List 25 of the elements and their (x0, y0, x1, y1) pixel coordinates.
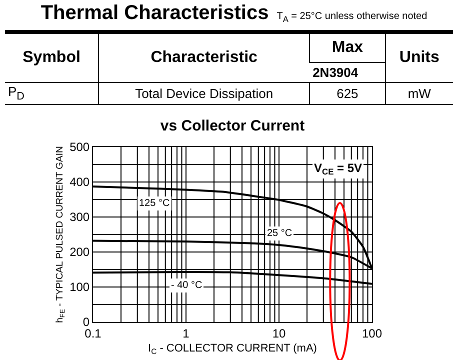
x-tick-label: 100 (362, 326, 382, 340)
annotation: V$_{CE}$ = 5V (314, 161, 362, 177)
text: T$_{A}$ = 25°C unless otherwise noted (276, 11, 428, 24)
y-tick-label: 200 (70, 245, 90, 260)
x-axis-title: I$_{C}$ - COLLECTOR CURRENT (mA) (148, 342, 317, 356)
text: Characteristic (98, 32, 310, 82)
series-label: 25 °C (267, 228, 292, 239)
text: 625 (310, 82, 386, 104)
x-tick-label: 10 (272, 326, 286, 340)
text: Symbol (5, 32, 99, 82)
y-tick-label: 300 (70, 210, 90, 224)
text: Units (385, 32, 453, 82)
text: mW (385, 82, 453, 104)
y-tick-label: 400 (70, 175, 90, 190)
text: Max (310, 32, 386, 62)
text: P$_{D}$ (7, 83, 26, 104)
y-tick-label: 100 (70, 280, 90, 294)
chart-title: vs Collector Current (160, 118, 305, 134)
text: Thermal Characteristics (40, 2, 269, 24)
series-label: 125 °C (139, 198, 170, 209)
series-label: - 40 °C (171, 280, 202, 291)
y-tick-label: 500 (70, 140, 90, 154)
x-tick-label: 1 (182, 326, 190, 340)
text: Total Device Dissipation (98, 82, 310, 104)
text: 2N3904 (310, 62, 386, 82)
